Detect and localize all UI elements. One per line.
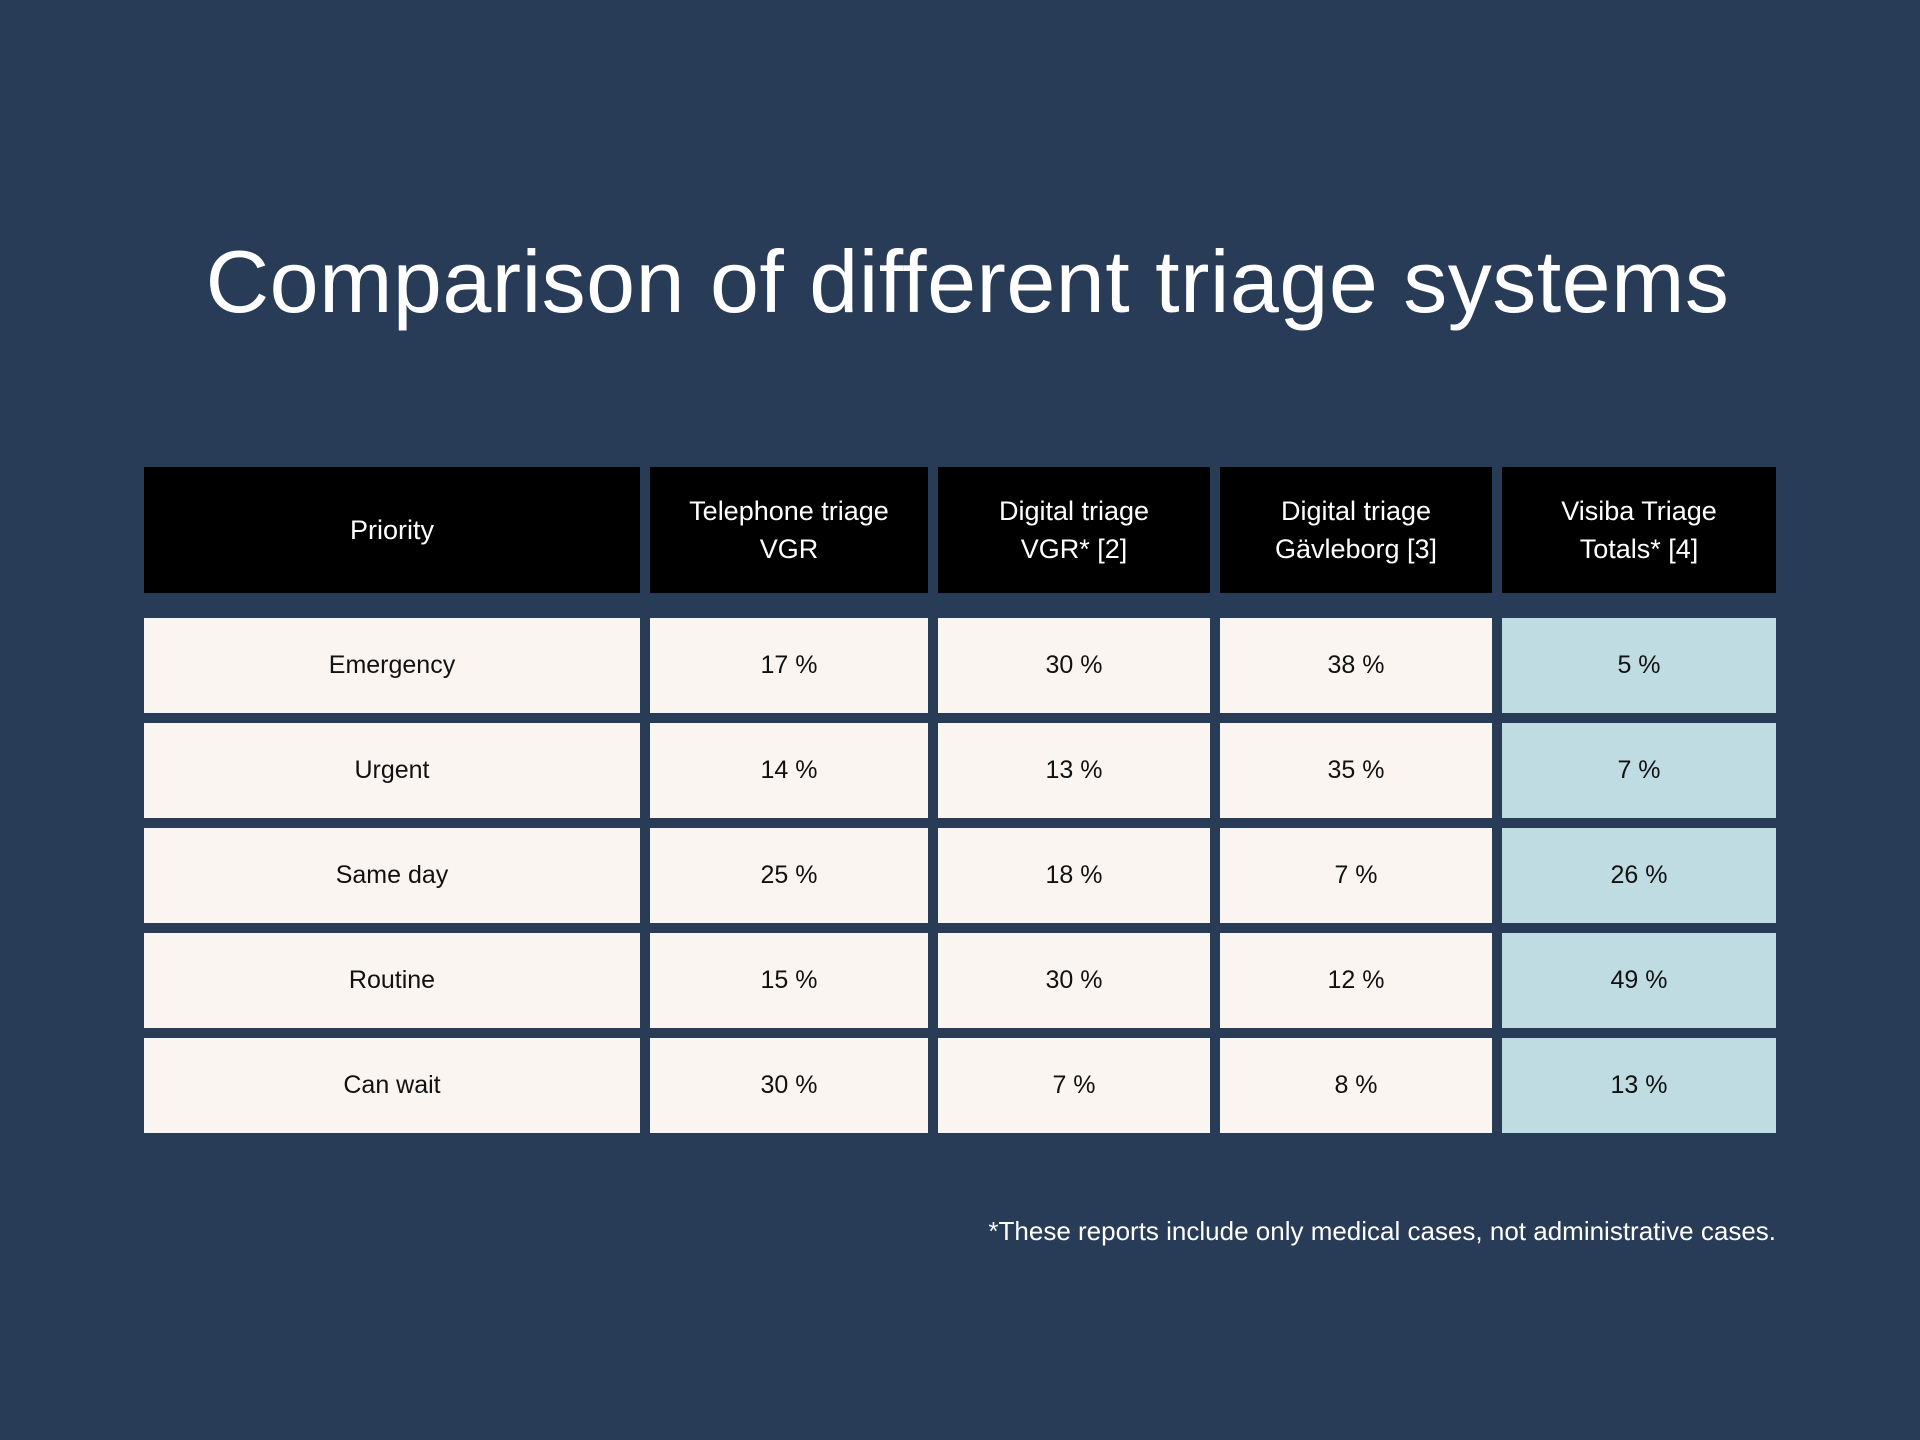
value-cell: 13 % — [938, 723, 1210, 818]
table-row: Same day 25 % 18 % 7 % 26 % — [144, 828, 1776, 923]
highlighted-value-cell: 49 % — [1502, 933, 1776, 1028]
value-cell: 30 % — [938, 933, 1210, 1028]
value-cell: 7 % — [938, 1038, 1210, 1133]
row-label-cell: Routine — [144, 933, 640, 1028]
value-cell: 12 % — [1220, 933, 1492, 1028]
value-cell: 15 % — [650, 933, 928, 1028]
footnote: *These reports include only medical case… — [988, 1216, 1776, 1246]
row-label-cell: Can wait — [144, 1038, 640, 1133]
value-cell: 25 % — [650, 828, 928, 923]
header-visiba-triage-totals: Visiba Triage Totals* [4] — [1502, 467, 1776, 593]
header-digital-triage-gavleborg: Digital triage Gävleborg [3] — [1220, 467, 1492, 593]
value-cell: 38 % — [1220, 618, 1492, 713]
header-priority: Priority — [144, 467, 640, 593]
header-line: Totals* [4] — [1579, 534, 1699, 564]
value-cell: 30 % — [650, 1038, 928, 1133]
row-label-cell: Emergency — [144, 618, 640, 713]
table-row: Emergency 17 % 30 % 38 % 5 % — [144, 618, 1776, 713]
highlighted-value-cell: 5 % — [1502, 618, 1776, 713]
header-digital-triage-vgr: Digital triage VGR* [2] — [938, 467, 1210, 593]
highlighted-value-cell: 26 % — [1502, 828, 1776, 923]
value-cell: 17 % — [650, 618, 928, 713]
value-cell: 18 % — [938, 828, 1210, 923]
value-cell: 8 % — [1220, 1038, 1492, 1133]
row-label-cell: Same day — [144, 828, 640, 923]
highlighted-value-cell: 7 % — [1502, 723, 1776, 818]
row-label-cell: Urgent — [144, 723, 640, 818]
value-cell: 30 % — [938, 618, 1210, 713]
header-line: Gävleborg [3] — [1274, 534, 1438, 564]
table-row: Can wait 30 % 7 % 8 % 13 % — [144, 1038, 1776, 1133]
page-title: Comparison of different triage systems — [205, 232, 1730, 331]
header-line: Digital triage — [998, 496, 1150, 526]
header-line: VGR* [2] — [1020, 534, 1128, 564]
header-line: Digital triage — [1280, 496, 1432, 526]
highlighted-value-cell: 13 % — [1502, 1038, 1776, 1133]
table-header-row: Priority Telephone triage VGR Digital tr… — [144, 467, 1776, 593]
comparison-table: Priority Telephone triage VGR Digital tr… — [144, 467, 1776, 1143]
table-row: Routine 15 % 30 % 12 % 49 % — [144, 933, 1776, 1028]
value-cell: 35 % — [1220, 723, 1492, 818]
value-cell: 14 % — [650, 723, 928, 818]
header-priority-label: Priority — [349, 515, 434, 545]
header-line: Telephone triage — [689, 496, 889, 526]
table-row: Urgent 14 % 13 % 35 % 7 % — [144, 723, 1776, 818]
header-line: Visiba Triage — [1561, 496, 1717, 526]
value-cell: 7 % — [1220, 828, 1492, 923]
header-line: VGR — [759, 534, 819, 564]
header-telephone-triage-vgr: Telephone triage VGR — [650, 467, 928, 593]
